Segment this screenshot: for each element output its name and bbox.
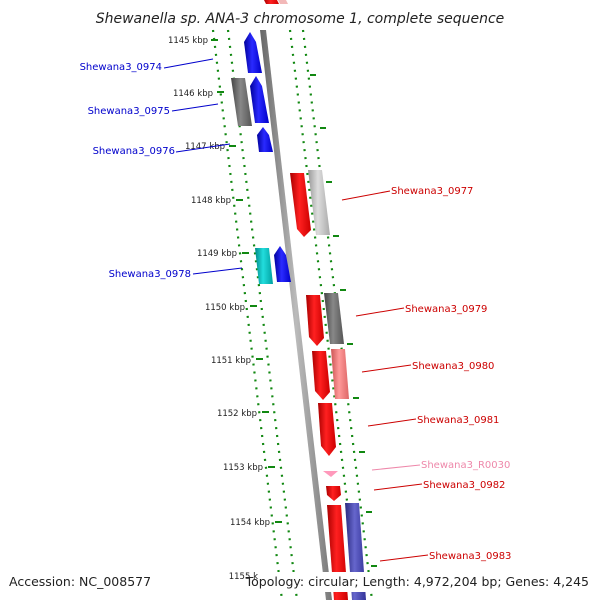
map-title: Shewanella sp. ANA-3 chromosome 1, compl… (96, 11, 505, 27)
gene-label-0979[interactable]: Shewana3_0979 (405, 304, 487, 315)
gene-0978-cog[interactable] (255, 248, 273, 284)
top-feature-fragment (264, 0, 279, 4)
gene-0982[interactable] (326, 486, 341, 501)
genome-backbone (260, 30, 332, 600)
gene-0978[interactable] (274, 246, 291, 282)
scale-labels: 1145 kbp 1146 kbp 1147 kbp 1148 kbp 1149… (168, 36, 270, 582)
gene-label-0980[interactable]: Shewana3_0980 (412, 361, 494, 372)
summary-bg (258, 572, 596, 592)
gene-0974[interactable] (244, 32, 262, 73)
gene-label-0978[interactable]: Shewana3_0978 (109, 269, 191, 280)
gene-label-0982[interactable]: Shewana3_0982 (423, 480, 505, 491)
kbp-label: 1148 kbp (191, 196, 231, 206)
kbp-label: 1146 kbp (173, 89, 213, 99)
kbp-label: 1155 k (229, 572, 258, 582)
gene-0980[interactable] (312, 351, 330, 400)
right-ticks (310, 74, 377, 567)
gene-0975[interactable] (250, 76, 269, 123)
gene-0977-cog[interactable] (308, 170, 330, 235)
accession-bg (6, 572, 176, 592)
kbp-label: 1153 kbp (223, 463, 263, 473)
gene-0979-cog[interactable] (324, 293, 344, 344)
genome-summary: Topology: circular; Length: 4,972,204 bp… (245, 574, 589, 589)
accession: Accession: NC_008577 (9, 574, 151, 589)
gene-label-0981[interactable]: Shewana3_0981 (417, 415, 499, 426)
gene-label-0977[interactable]: Shewana3_0977 (391, 186, 473, 197)
gene-label-0976[interactable]: Shewana3_0976 (93, 146, 175, 157)
kbp-label: 1150 kbp (205, 303, 245, 313)
kbp-label: 1154 kbp (230, 518, 270, 528)
gene-0980-cog[interactable] (331, 349, 349, 399)
kbp-label: 1151 kbp (211, 356, 251, 366)
gene-0975-cog[interactable] (231, 78, 252, 126)
gene-0977[interactable] (290, 173, 311, 237)
rna-R0030[interactable] (323, 471, 338, 477)
kbp-label: 1145 kbp (168, 36, 208, 46)
label-connectors (163, 58, 429, 562)
gene-0976[interactable] (257, 127, 273, 152)
gene-label-0975[interactable]: Shewana3_0975 (88, 106, 170, 117)
gene-labels: Shewana3_0974 Shewana3_0975 Shewana3_097… (80, 62, 512, 562)
gene-label-R0030[interactable]: Shewana3_R0030 (421, 460, 510, 471)
gene-0981[interactable] (318, 403, 336, 456)
top-feature-fragment-2 (278, 0, 288, 4)
gene-0979[interactable] (306, 295, 324, 346)
gene-label-0974[interactable]: Shewana3_0974 (80, 62, 162, 73)
gene-label-0983[interactable]: Shewana3_0983 (429, 551, 511, 562)
kbp-label: 1149 kbp (197, 249, 237, 259)
kbp-label: 1152 kbp (217, 409, 257, 419)
kbp-label: 1147 kbp (185, 142, 225, 152)
